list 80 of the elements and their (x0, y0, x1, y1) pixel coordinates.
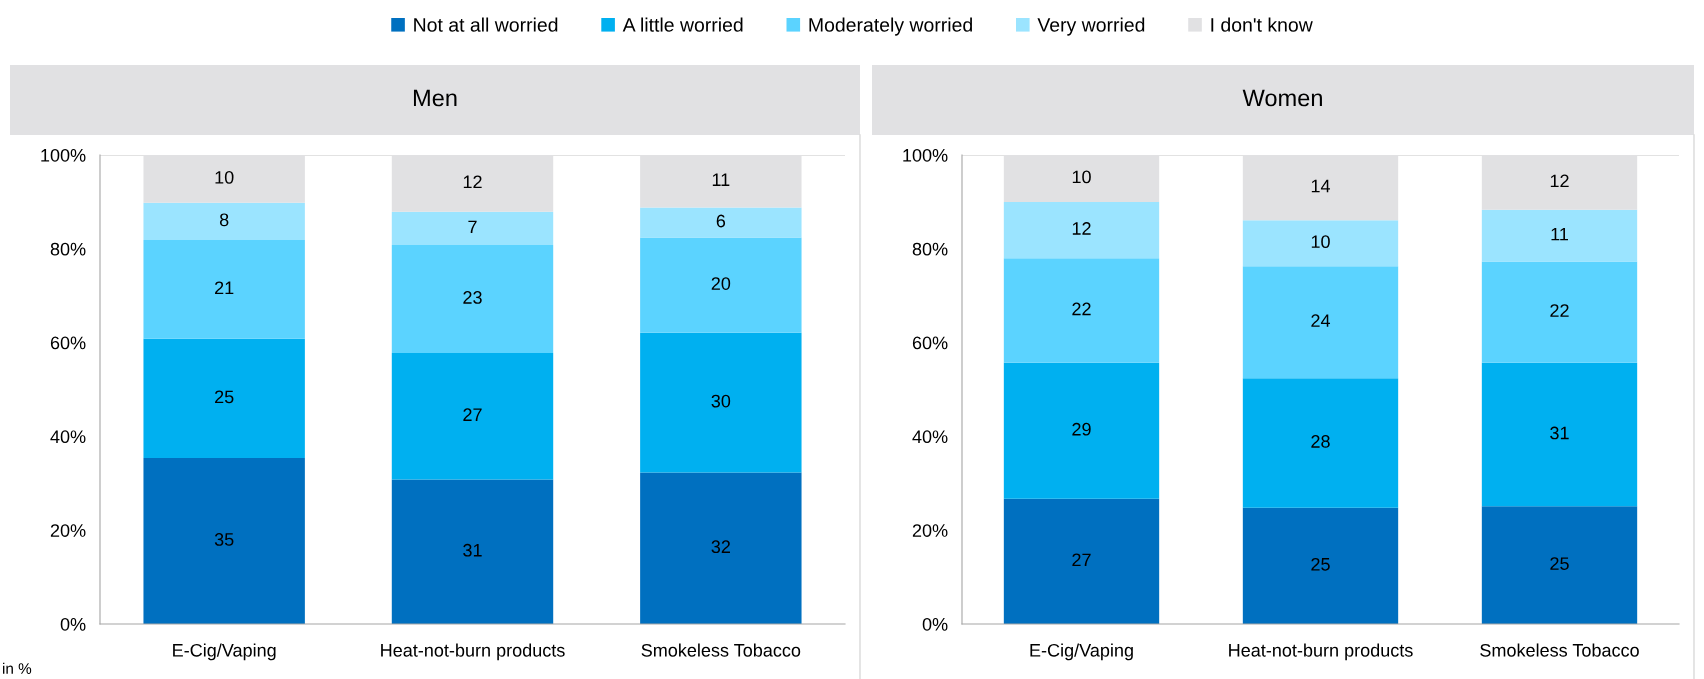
bar (391, 245, 554, 353)
data-label: 22 (1072, 302, 1091, 316)
legend-label: Very worried (1037, 17, 1145, 36)
data-label: 10 (1311, 235, 1330, 249)
bar (1003, 498, 1160, 624)
bar (1481, 261, 1638, 363)
y-tick-label: 0% (922, 617, 948, 631)
x-tick-label: E-Cig/Vaping (1030, 643, 1133, 661)
bar (143, 457, 305, 624)
bar (1481, 506, 1638, 624)
x-tick-label: Smokeless Tobacco (641, 643, 801, 657)
data-label: 6 (716, 214, 726, 228)
data-label: 21 (215, 281, 234, 295)
y-tick-label: 80% (50, 242, 86, 256)
data-label: 32 (711, 540, 730, 554)
x-tick-label: Heat-not-burn products (381, 643, 565, 661)
data-label: 25 (1311, 557, 1330, 571)
y-tick-label: 60% (912, 336, 948, 350)
y-tick-label: 0% (60, 617, 86, 631)
x-tick-label: Smokeless Tobacco (1480, 643, 1639, 657)
x-tick-label: E-Cig/Vaping (173, 643, 276, 661)
data-label: 7 (468, 220, 477, 234)
data-label: 22 (1550, 304, 1569, 317)
bar (640, 207, 802, 238)
y-tick-label: 100% (41, 148, 86, 162)
x-tick-label: Heat-not-burn products (1229, 643, 1413, 661)
chart-title: Women (1242, 89, 1322, 107)
legend-label: Moderately worried (809, 17, 972, 36)
data-label: 23 (463, 291, 482, 304)
chart-title: Men (413, 89, 457, 107)
bar (640, 237, 802, 333)
data-label: 10 (1072, 170, 1091, 184)
bar (640, 332, 802, 473)
data-label: 31 (463, 543, 482, 557)
y-tick-label: 100% (903, 148, 948, 162)
y-tick-label: 60% (50, 336, 86, 350)
data-label: 24 (1311, 314, 1331, 327)
bar (1481, 209, 1638, 262)
legend-label: Not at all worried (414, 17, 558, 32)
bar (1003, 201, 1160, 259)
data-label: 28 (1311, 435, 1330, 448)
data-label: 27 (1072, 553, 1091, 567)
bar (640, 472, 802, 624)
bar (1481, 362, 1638, 507)
data-label: 8 (219, 213, 229, 227)
bar (1242, 220, 1399, 267)
bar (391, 211, 554, 246)
data-label: 14 (1311, 179, 1331, 193)
y-tick-label: 20% (912, 524, 948, 537)
data-label: 31 (1550, 426, 1569, 440)
bar (143, 202, 305, 240)
data-label: 30 (711, 394, 731, 408)
y-tick-label: 40% (912, 430, 948, 444)
bar (391, 352, 554, 480)
data-label: 25 (215, 390, 234, 404)
y-tick-label: 20% (50, 524, 86, 537)
data-label: 12 (1072, 222, 1091, 235)
bar (143, 239, 305, 339)
data-label: 10 (215, 170, 234, 184)
text: in % (3, 662, 32, 674)
data-label: 11 (712, 173, 730, 186)
data-label: 25 (1550, 557, 1569, 570)
data-label: 11 (1551, 227, 1568, 241)
bar (1003, 258, 1160, 363)
data-label: 20 (711, 277, 731, 290)
data-label: 12 (1550, 174, 1569, 188)
bar (1242, 378, 1399, 508)
legend-label: I don't know (1211, 17, 1313, 32)
data-label: 35 (214, 533, 234, 546)
bar (1003, 362, 1160, 499)
data-label: 12 (463, 175, 482, 189)
y-tick-label: 40% (50, 430, 86, 444)
y-tick-label: 80% (912, 242, 948, 256)
bar (1242, 507, 1399, 624)
bar (1242, 266, 1399, 379)
legend-label: A little worried (622, 17, 743, 32)
bar (391, 479, 554, 624)
bar (143, 338, 305, 458)
data-label: 29 (1072, 422, 1091, 436)
data-label: 27 (463, 408, 482, 421)
